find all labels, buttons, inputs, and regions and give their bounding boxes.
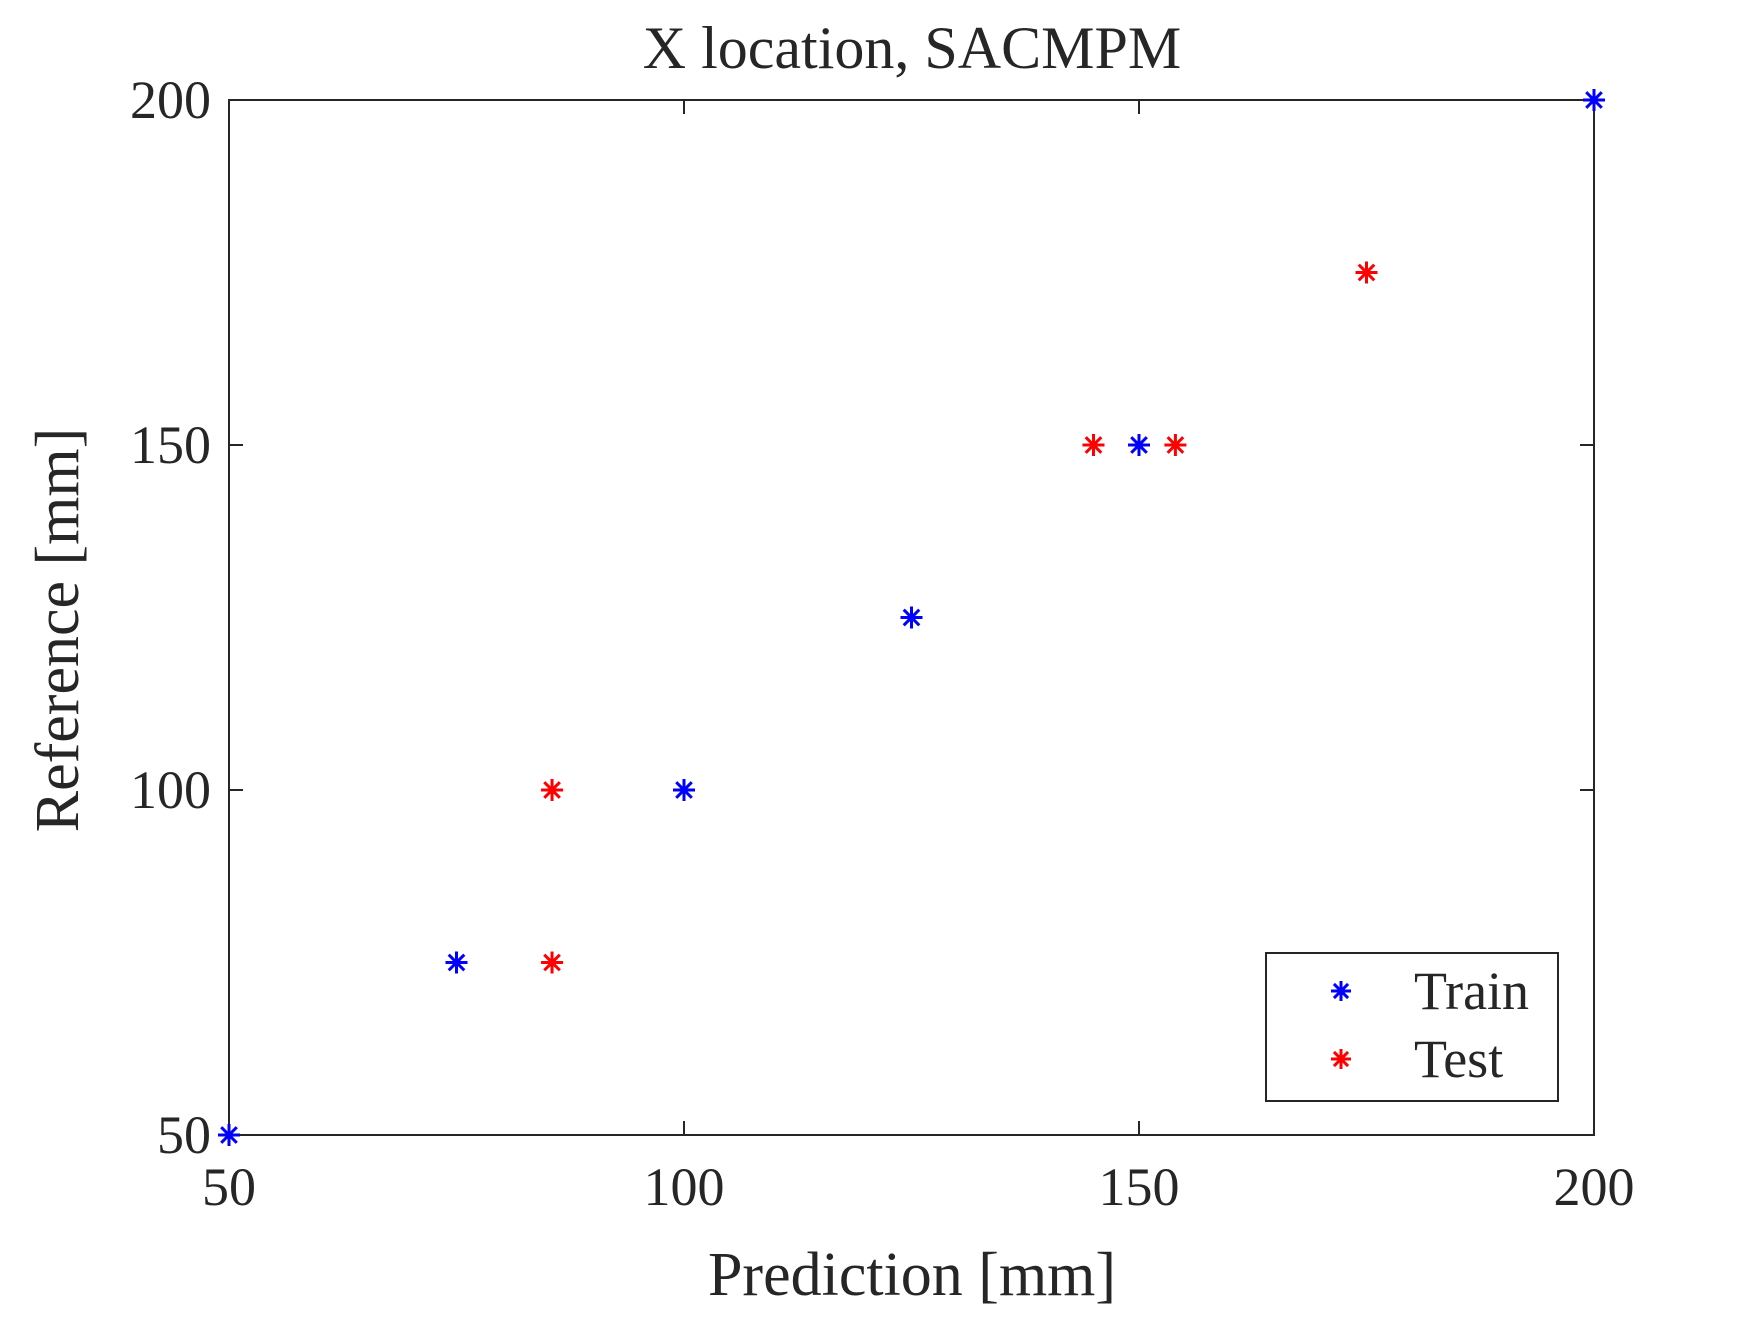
train-data-point — [900, 606, 923, 629]
axis-ticks: 50 100 150 200 50 100 150 200 — [130, 70, 1635, 1217]
data-points — [218, 89, 1605, 1146]
test-data-point — [541, 779, 564, 801]
y-tick-label: 100 — [130, 760, 211, 820]
test-data-point — [541, 951, 564, 974]
train-legend-marker — [1331, 981, 1351, 1001]
y-axis-label: Reference [mm] — [24, 428, 92, 832]
x-tick-label: 150 — [1099, 1157, 1180, 1217]
x-tick-label: 100 — [644, 1157, 725, 1217]
legend-box — [1265, 952, 1559, 1102]
train-data-point — [673, 779, 695, 801]
train-data-point — [1128, 434, 1150, 456]
plot-area-frame — [228, 99, 1595, 1136]
x-axis-label: Prediction [mm] — [708, 1241, 1116, 1309]
train-data-point — [1583, 89, 1605, 111]
y-tick-label: 50 — [157, 1105, 211, 1165]
test-data-point — [1355, 261, 1378, 284]
train-data-point — [445, 951, 468, 974]
x-tick-label: 50 — [202, 1157, 256, 1217]
test-legend-marker — [1331, 1049, 1351, 1069]
y-tick-label: 150 — [130, 415, 211, 475]
test-data-point — [1082, 434, 1105, 456]
train-data-point — [218, 1124, 240, 1146]
legend-label-train: Train — [1414, 961, 1529, 1021]
legend-label-test: Test — [1414, 1029, 1503, 1089]
chart-title: X location, SACMPM — [643, 15, 1181, 81]
test-data-point — [1164, 434, 1187, 456]
x-tick-label: 200 — [1554, 1157, 1635, 1217]
y-tick-label: 200 — [130, 70, 211, 130]
legend: Train Test — [1265, 952, 1559, 1102]
